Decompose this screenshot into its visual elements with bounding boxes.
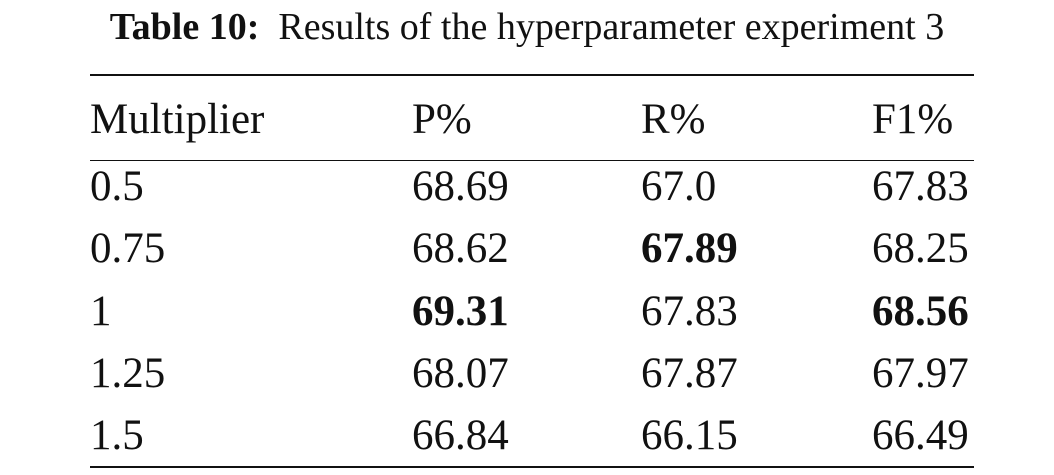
- table-row: 1.25 68.07 67.87 67.97: [90, 349, 974, 399]
- table-row: 1.5 66.84 66.15 66.49: [90, 411, 974, 461]
- header-f1: F1%: [872, 96, 954, 143]
- bottom-rule: [90, 466, 974, 468]
- caption-label: Table 10:: [109, 6, 260, 48]
- cell-recall: 66.15: [641, 412, 738, 459]
- header-multiplier: Multiplier: [90, 96, 265, 143]
- cell-f1: 68.25: [872, 225, 969, 272]
- cell-recall-best: 67.89: [641, 225, 738, 272]
- cell-recall: 67.87: [641, 350, 738, 397]
- cell-multiplier: 1: [90, 288, 112, 335]
- cell-precision: 66.84: [412, 412, 509, 459]
- cell-f1: 67.97: [872, 350, 969, 397]
- cell-recall: 67.0: [641, 163, 717, 210]
- table-row: 1 69.31 67.83 68.56: [90, 287, 974, 337]
- header-precision: P%: [412, 96, 472, 143]
- cell-precision: 68.69: [412, 163, 509, 210]
- cell-multiplier: 1.5: [90, 412, 144, 459]
- cell-multiplier: 1.25: [90, 350, 166, 397]
- caption-text: Results of the hyperparameter experiment…: [278, 6, 945, 48]
- table-row: 0.75 68.62 67.89 68.25: [90, 224, 974, 274]
- cell-f1: 66.49: [872, 412, 969, 459]
- header-recall: R%: [641, 96, 706, 143]
- cell-recall: 67.83: [641, 288, 738, 335]
- header-row: Multiplier P% R% F1%: [90, 95, 974, 145]
- cell-precision-best: 69.31: [412, 288, 509, 335]
- cell-precision: 68.07: [412, 350, 509, 397]
- top-rule: [90, 74, 974, 76]
- header-rule: [90, 160, 974, 161]
- table-caption: Table 10: Results of the hyperparameter …: [0, 2, 1054, 52]
- cell-f1: 67.83: [872, 163, 969, 210]
- cell-multiplier: 0.75: [90, 225, 166, 272]
- cell-precision: 68.62: [412, 225, 509, 272]
- table-row: 0.5 68.69 67.0 67.83: [90, 162, 974, 212]
- cell-f1-best: 68.56: [872, 288, 969, 335]
- cell-multiplier: 0.5: [90, 163, 144, 210]
